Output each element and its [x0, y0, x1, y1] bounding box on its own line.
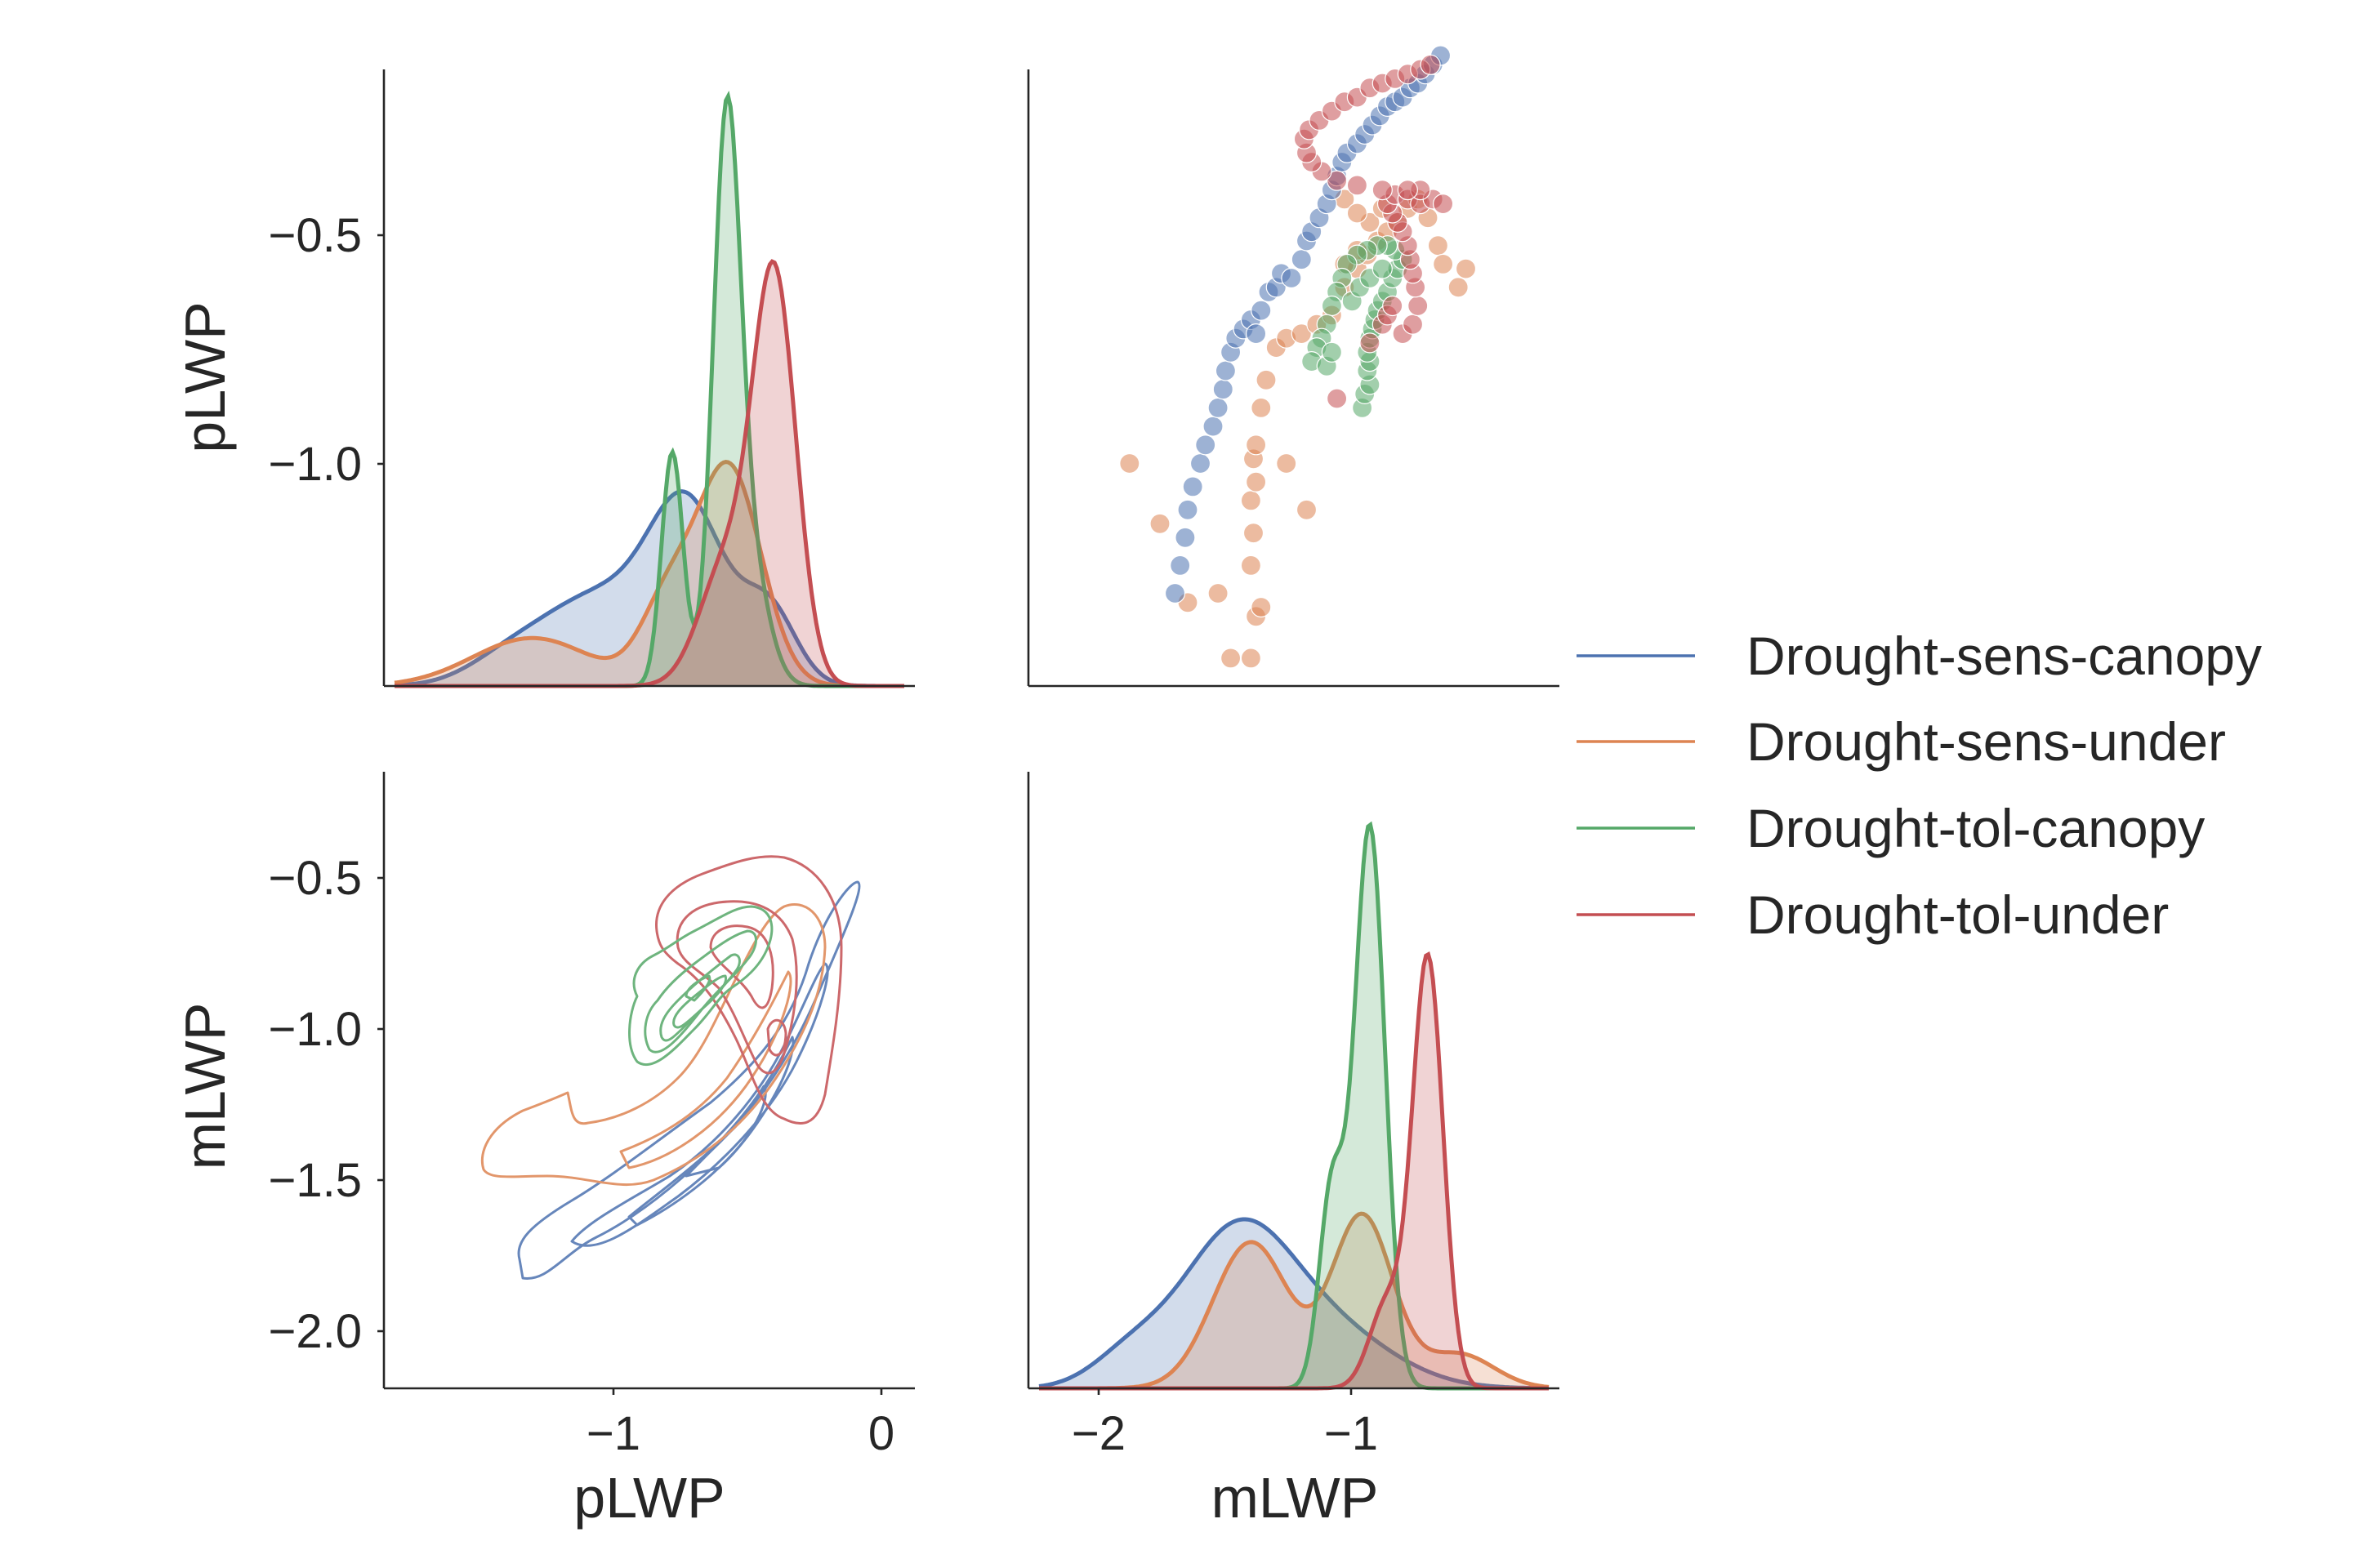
contour-tol-under [677, 902, 796, 1073]
scatter-point [1434, 254, 1453, 274]
scatter-point [1183, 477, 1202, 497]
scatter-point [1208, 398, 1228, 417]
scatter-point [1456, 259, 1476, 278]
scatter-point [1208, 584, 1228, 604]
panel-mLWP-kde: −2 −1 mLWP [1028, 772, 1559, 1530]
scatter-point [1383, 296, 1403, 316]
x-axis-label: pLWP [573, 1466, 725, 1530]
scatter-point [1213, 380, 1233, 399]
scatter-point [1175, 528, 1195, 547]
legend-label: Drought-sens-under [1746, 711, 2226, 772]
scatter-point [1322, 296, 1341, 316]
y-tick-label: −0.5 [269, 209, 363, 262]
y-tick-label: −0.5 [269, 852, 363, 905]
scatter-point [1241, 648, 1260, 668]
scatter-point [1251, 598, 1271, 617]
scatter-point [1408, 296, 1428, 316]
x-tick-label: −1 [1324, 1407, 1378, 1460]
scatter-point [1297, 500, 1317, 519]
y-tick-label: −1.0 [269, 1003, 363, 1056]
scatter-point [1247, 472, 1266, 492]
scatter-point [1191, 454, 1211, 474]
scatter-point [1372, 259, 1392, 278]
scatter-point [1247, 435, 1266, 455]
panel-scatter [1028, 46, 1559, 686]
scatter-point [1347, 176, 1367, 195]
y-axis-label: pLWP [173, 301, 237, 452]
scatter-point [1251, 398, 1271, 417]
scatter-point [1282, 269, 1301, 288]
scatter-point [1428, 236, 1447, 256]
legend: Drought-sens-canopy Drought-sens-under D… [1577, 626, 2262, 945]
scatter-point [1398, 180, 1417, 200]
scatter-point [1322, 342, 1341, 362]
scatter-point [1196, 435, 1215, 455]
scatter-point [1291, 250, 1311, 270]
y-axis-label: mLWP [173, 1003, 237, 1170]
scatter-point [1221, 648, 1241, 668]
scatter-point [1166, 584, 1185, 604]
contour-sens-canopy [519, 882, 859, 1278]
legend-label: Drought-tol-under [1746, 884, 2169, 945]
x-tick-label: −2 [1072, 1407, 1126, 1460]
contour-sens-canopy [686, 1086, 765, 1176]
scatter-point [1360, 333, 1380, 353]
scatter-point [1150, 514, 1170, 533]
scatter-point [1171, 555, 1190, 575]
scatter-point [1372, 180, 1392, 200]
contour-tol-under [768, 1020, 786, 1055]
panel-contour: −0.5 −1.0 −1.5 −2.0 mLWP −1 0 pLWP [173, 772, 915, 1530]
legend-label: Drought-tol-canopy [1746, 798, 2205, 858]
x-tick-label: 0 [868, 1407, 894, 1460]
scatter-point [1244, 523, 1264, 543]
panel-pLWP-kde: −0.5 −1.0 pLWP [173, 69, 915, 686]
scatter-point [1403, 314, 1423, 334]
scatter-point [1241, 491, 1260, 510]
scatter-point [1256, 370, 1276, 390]
contour-sens-canopy [629, 1037, 793, 1225]
scatter-point [1241, 555, 1260, 575]
scatter-point [1277, 454, 1296, 474]
scatter-point [1421, 55, 1440, 74]
scatter-point [1203, 416, 1223, 436]
y-tick-label: −2.0 [269, 1305, 363, 1358]
scatter-point [1327, 389, 1347, 408]
scatter-point [1434, 194, 1453, 214]
scatter-point [1215, 361, 1235, 381]
scatter-point [1178, 500, 1198, 519]
y-tick-label: −1.5 [269, 1154, 363, 1207]
legend-label: Drought-sens-canopy [1746, 626, 2262, 686]
scatter-point [1448, 278, 1468, 297]
contour-sens-under [621, 972, 791, 1168]
x-axis-label: mLWP [1211, 1466, 1379, 1530]
x-tick-label: −1 [587, 1407, 640, 1460]
scatter-point [1251, 301, 1271, 320]
scatter-point [1347, 203, 1367, 223]
scatter-point [1247, 324, 1266, 344]
scatter-point [1120, 454, 1140, 474]
y-tick-label: −1.0 [269, 438, 363, 491]
